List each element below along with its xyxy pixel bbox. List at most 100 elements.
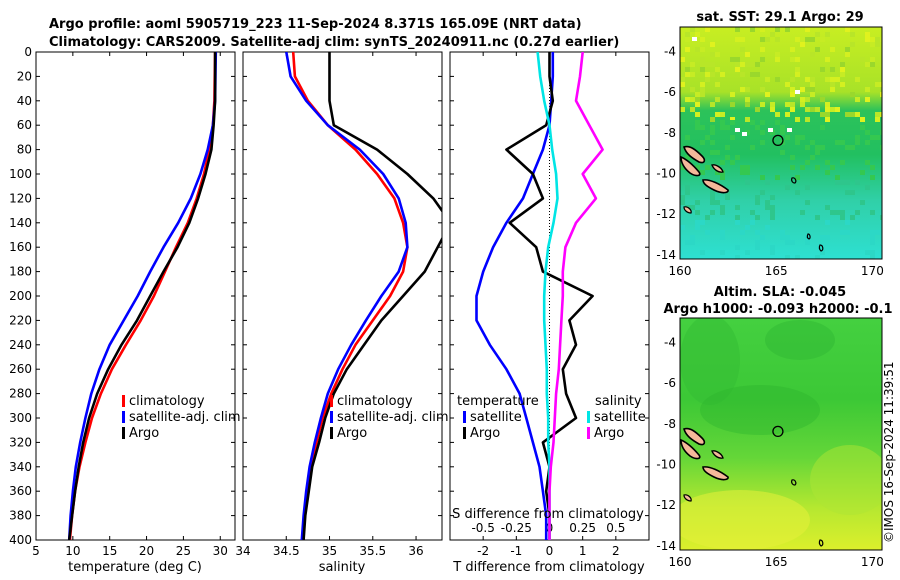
sst-pixel — [710, 125, 715, 130]
sst-pixel — [735, 67, 740, 72]
sst-pixel — [720, 205, 725, 210]
sst-pixel — [855, 97, 860, 102]
sst-pixel — [875, 135, 880, 140]
map-x-tick-label: 160 — [669, 555, 692, 569]
sst-pixel — [875, 112, 880, 117]
series-line-satellite-adj-clim — [67, 52, 218, 540]
sst-pixel — [765, 180, 770, 185]
sst-missing-pixel — [692, 37, 697, 41]
sst-pixel — [695, 92, 700, 97]
imos-credit: ©IMOS 16-Sep-2024 11:39:51 — [882, 361, 896, 543]
sst-pixel — [715, 200, 720, 205]
sst-pixel — [735, 27, 740, 32]
sst-pixel — [710, 62, 715, 67]
series-line-argo — [67, 52, 217, 540]
sst-pixel — [820, 67, 825, 72]
sst-pixel — [845, 230, 850, 235]
sst-pixel — [690, 205, 695, 210]
sst-pixel — [790, 155, 795, 160]
sst-pixel — [855, 210, 860, 215]
profile-location-marker — [772, 134, 784, 147]
sst-pixel — [775, 57, 780, 62]
sst-pixel — [690, 107, 695, 112]
sst-pixel — [745, 165, 750, 170]
sst-pixel — [870, 230, 875, 235]
sst-pixel — [770, 250, 775, 255]
sst-pixel — [745, 62, 750, 67]
sst-pixel — [730, 117, 735, 122]
sst-pixel — [825, 160, 830, 165]
y-tick-label: 400 — [9, 533, 32, 547]
sst-pixel — [735, 220, 740, 225]
sst-pixel — [810, 140, 815, 145]
map-y-tick-label: -12 — [656, 498, 676, 512]
sst-pixel — [875, 82, 880, 87]
sst-pixel — [840, 230, 845, 235]
sst-pixel — [720, 112, 725, 117]
sst-pixel — [820, 97, 825, 102]
difference-legend: temperature satellite Argo salinity sate… — [457, 394, 646, 441]
sst-pixel — [835, 107, 840, 112]
sst-missing-pixel — [742, 132, 747, 136]
y-tick-label: 260 — [9, 362, 32, 376]
map-y-tick-label: -6 — [664, 376, 676, 390]
sst-pixel — [875, 117, 880, 122]
sst-pixel — [805, 200, 810, 205]
sst-pixel — [835, 175, 840, 180]
sst-pixel — [745, 52, 750, 57]
sst-pixel — [785, 82, 790, 87]
sst-map — [680, 27, 882, 259]
sst-pixel — [745, 97, 750, 102]
sst-pixel — [850, 145, 855, 150]
map-x-tick-label: 170 — [861, 264, 884, 278]
sst-pixel — [680, 195, 685, 200]
x-tick-label: 34.5 — [273, 544, 300, 558]
y-tick-label: 20 — [17, 69, 32, 83]
sst-pixel — [825, 107, 830, 112]
top-x-tick-label: -0.25 — [501, 521, 532, 535]
sst-pixel — [690, 27, 695, 32]
sst-pixel — [695, 120, 700, 125]
sst-pixel — [710, 190, 715, 195]
sst-pixel — [765, 205, 770, 210]
sst-pixel — [860, 57, 865, 62]
sst-pixel — [830, 82, 835, 87]
sst-pixel — [785, 185, 790, 190]
legend-argo-swatch — [330, 427, 333, 439]
sst-pixel — [685, 47, 690, 52]
sst-pixel — [825, 235, 830, 240]
map-y-tick-label: -14 — [656, 248, 676, 262]
sst-pixel-texture — [680, 27, 882, 259]
sst-pixel — [700, 62, 705, 67]
sst-pixel — [715, 170, 720, 175]
sst-pixel — [685, 67, 690, 72]
sst-pixel — [700, 87, 705, 92]
sst-pixel — [690, 87, 695, 92]
x-tick-label: 10 — [65, 544, 80, 558]
sst-pixel — [850, 215, 855, 220]
sst-pixel — [840, 215, 845, 220]
y-tick-label: 80 — [17, 143, 32, 157]
sst-pixel — [705, 165, 710, 170]
sst-pixel — [820, 37, 825, 42]
x-tick-label: 0 — [546, 544, 554, 558]
sst-pixel — [880, 145, 882, 150]
sst-pixel — [695, 210, 700, 215]
map-y-tick-label: -10 — [656, 167, 676, 181]
sst-pixel — [680, 200, 685, 205]
sst-pixel — [740, 47, 745, 52]
sst-pixel — [685, 240, 690, 245]
legend-climatology-label: climatology — [129, 394, 205, 409]
sst-pixel — [760, 102, 765, 107]
sst-pixel — [870, 62, 875, 67]
sla-blob — [680, 490, 810, 550]
sst-pixel — [730, 135, 735, 140]
sst-pixel — [880, 82, 882, 87]
sst-pixel — [770, 245, 775, 250]
sst-pixel — [865, 62, 870, 67]
map-x-tick-label: 160 — [669, 264, 692, 278]
sst-pixel — [845, 52, 850, 57]
island — [791, 479, 797, 486]
sst-pixel — [765, 77, 770, 82]
sst-pixel — [870, 240, 875, 245]
